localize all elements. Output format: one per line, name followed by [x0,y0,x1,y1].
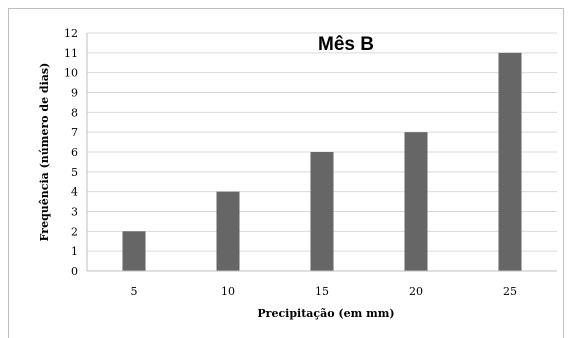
bar-10 [216,191,240,271]
y-tick-label: 11 [64,47,78,60]
bar-15 [310,152,334,271]
bar-20 [404,132,428,271]
x-tick-label: 15 [315,285,329,298]
y-tick-label: 0 [71,265,78,278]
y-tick-label: 1 [71,245,78,258]
bar-25 [498,52,522,272]
x-axis-title: Precipitação (em mm) [257,307,394,320]
y-tick-label: 3 [71,206,78,219]
axes [86,33,557,272]
y-axis-title: Frequência (número de dias) [38,63,51,242]
y-tick-label: 2 [71,225,78,238]
chart-title: Mês B [318,34,374,55]
y-tick-label: 9 [71,87,78,100]
y-tick-label: 6 [71,146,78,159]
x-tick-label: 20 [409,285,423,298]
y-tick-label: 12 [64,27,78,40]
y-tick-label: 8 [71,106,78,119]
x-tick-label: 10 [221,285,235,298]
bars [122,52,522,272]
bar-5 [122,231,146,271]
x-tick-labels: 5 10 15 20 25 [131,285,518,298]
chart-frame [8,8,564,338]
x-tick-label: 25 [503,285,517,298]
x-tick-label: 5 [131,285,138,298]
y-tick-label: 5 [71,166,78,179]
y-tick-label: 4 [71,186,78,199]
y-tick-label: 7 [71,126,78,139]
y-tick-label: 10 [64,67,78,80]
